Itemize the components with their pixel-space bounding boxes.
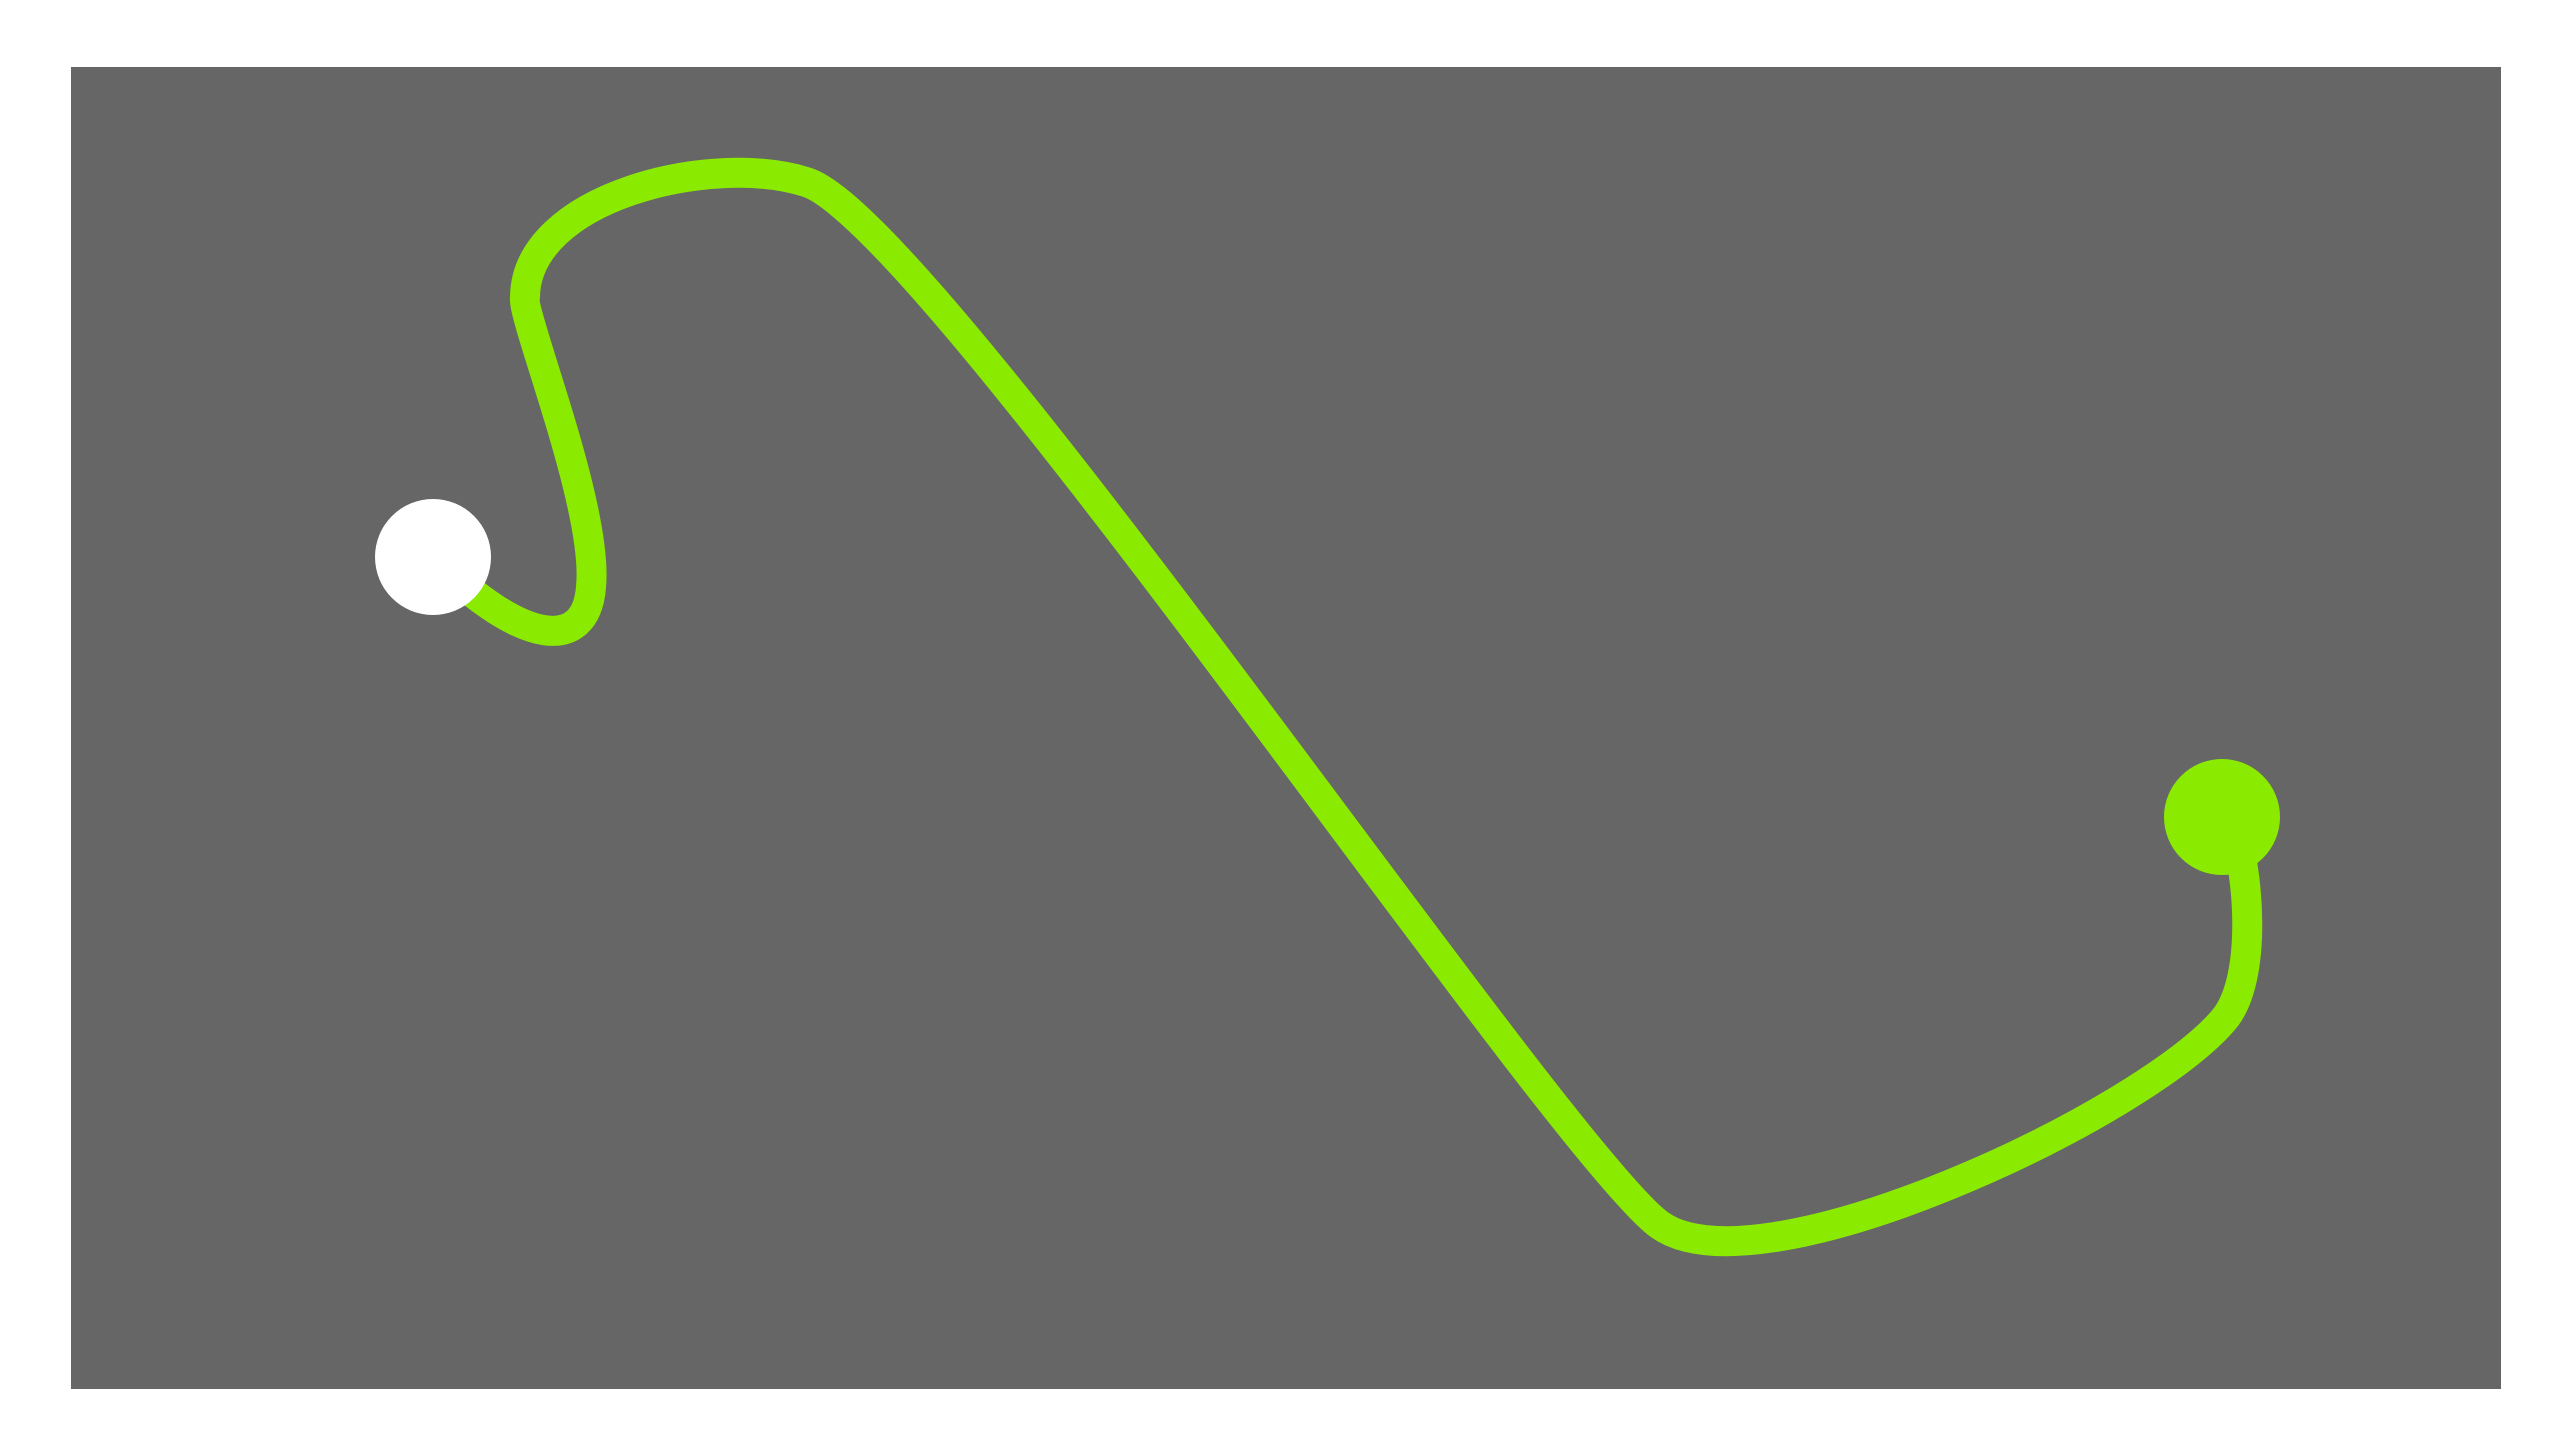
- game-canvas[interactable]: [71, 67, 2501, 1389]
- end-node[interactable]: [2164, 759, 2280, 875]
- curved-connection-path: [418, 157, 2263, 1256]
- start-node[interactable]: [375, 499, 491, 615]
- game-board[interactable]: [71, 67, 2501, 1389]
